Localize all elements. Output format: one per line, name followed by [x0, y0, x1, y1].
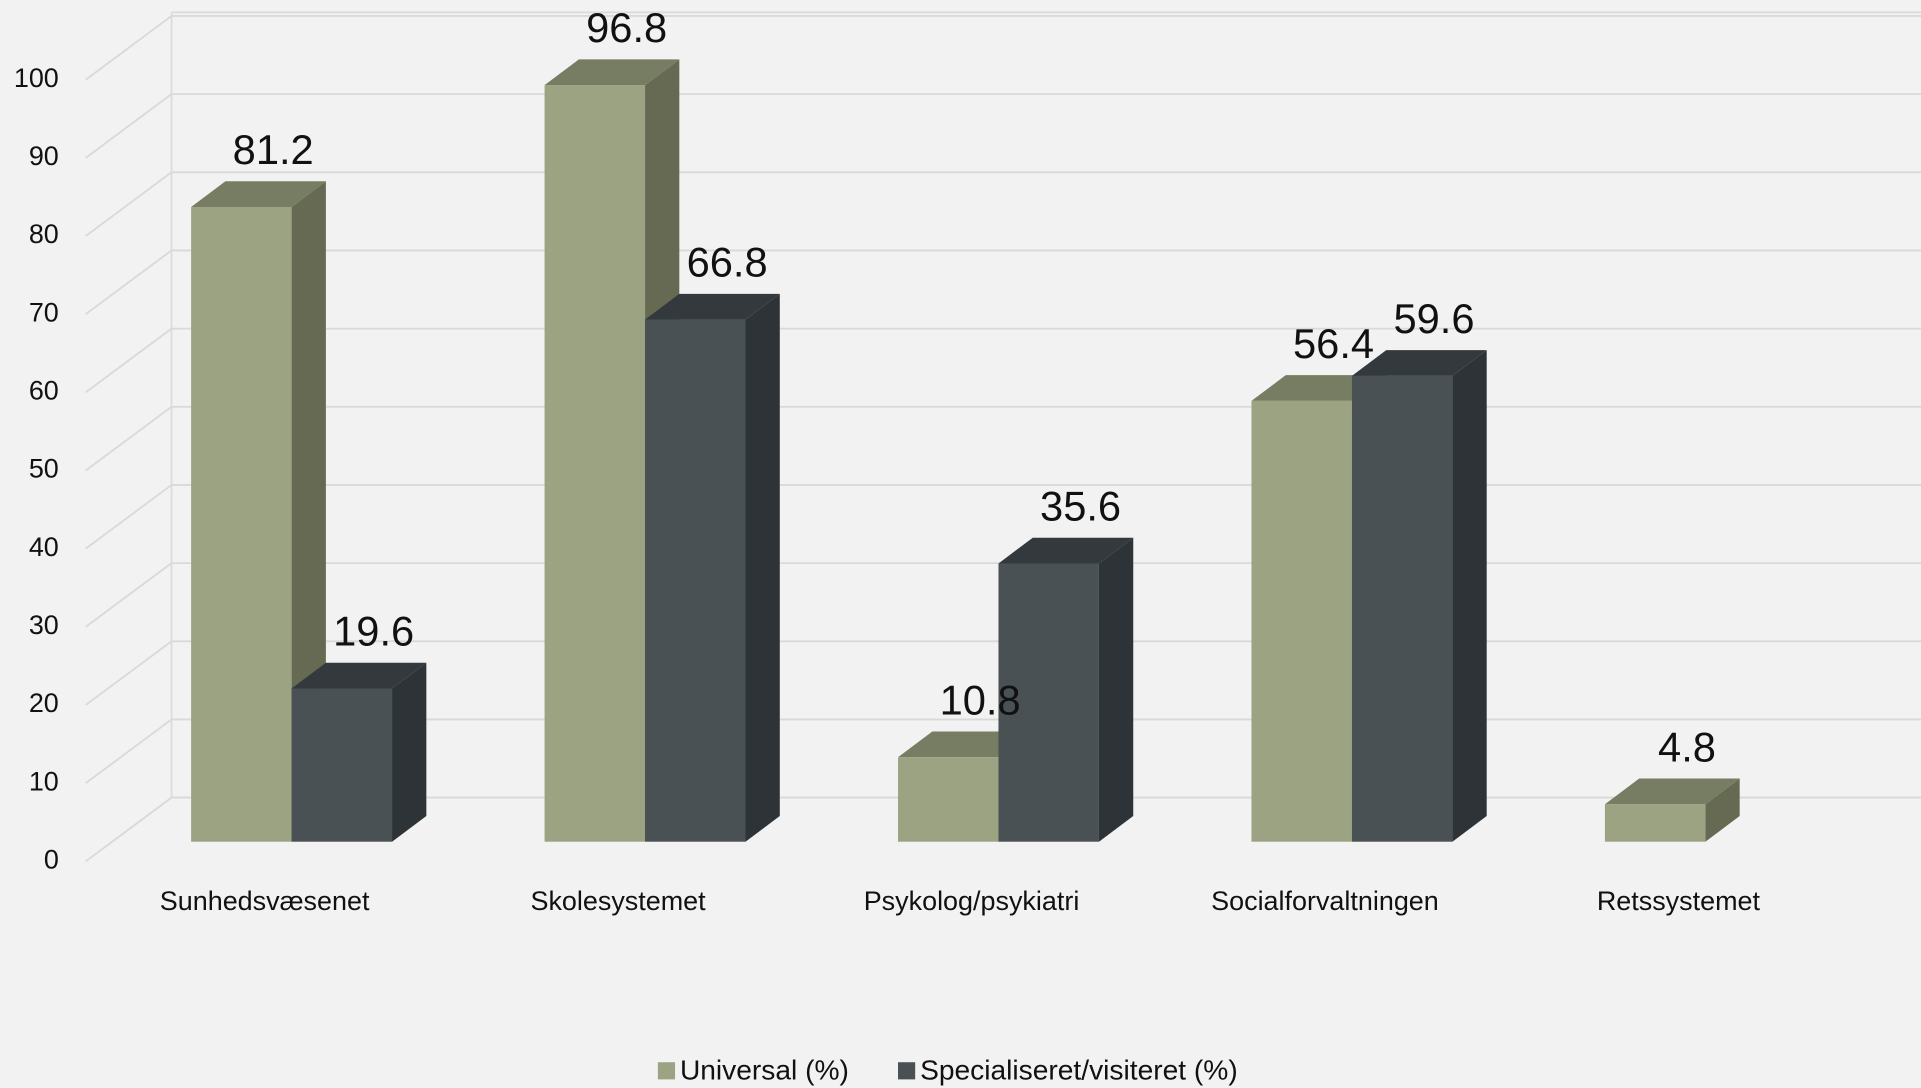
legend-swatch — [898, 1062, 916, 1080]
grid-line-side — [85, 327, 173, 394]
bar-front — [1351, 375, 1453, 842]
bar — [645, 293, 780, 842]
bar-top — [998, 537, 1134, 564]
grid-line-side — [85, 249, 173, 315]
bar-side — [392, 662, 427, 842]
y-tick-label: 70 — [29, 297, 59, 327]
legend-label: Universal (%) — [680, 1053, 849, 1085]
value-label: 19.6 — [333, 608, 414, 655]
y-tick-label: 10 — [29, 766, 59, 796]
bar-top — [544, 59, 680, 86]
y-tick-label: 0 — [44, 844, 59, 874]
grid-line-side — [85, 15, 173, 81]
grid-line-side — [85, 718, 173, 784]
value-label: 10.8 — [940, 676, 1021, 723]
grid-line-side — [85, 171, 173, 237]
y-tick-label: 80 — [29, 219, 59, 249]
value-label: 56.4 — [1293, 320, 1374, 367]
bar-front — [191, 207, 292, 842]
y-tick-label: 30 — [29, 610, 59, 640]
y-tick-label: 20 — [29, 688, 59, 718]
bar — [291, 662, 427, 842]
bar-front — [1604, 804, 1706, 842]
x-tick-label: Socialforvaltningen — [1211, 886, 1439, 916]
value-label: 59.6 — [1393, 295, 1474, 342]
y-tick-label: 50 — [29, 454, 59, 484]
legend-label: Specialiseret/visiteret (%) — [920, 1053, 1238, 1085]
grid-line-side — [85, 93, 173, 159]
legend-swatch — [657, 1062, 676, 1080]
value-label: 66.8 — [687, 239, 768, 286]
grid-line-side — [85, 640, 173, 706]
bar-side — [1705, 778, 1740, 842]
y-tick-label: 60 — [29, 375, 59, 405]
y-tick-label: 100 — [14, 63, 59, 93]
value-label: 96.8 — [586, 4, 667, 51]
bar-side — [1098, 537, 1134, 842]
x-tick-label: Sunhedsvæsenet — [160, 886, 370, 916]
bar-top — [645, 293, 780, 320]
grid-line-side — [85, 562, 173, 628]
bar-top — [191, 181, 326, 208]
bar-front — [544, 85, 646, 842]
y-tick-label: 90 — [29, 141, 59, 171]
x-tick-label: Skolesystemet — [530, 886, 706, 916]
bar — [1604, 778, 1740, 842]
x-tick-label: Psykolog/psykiatri — [864, 886, 1080, 916]
y-tick-label: 40 — [29, 532, 59, 562]
bar — [998, 537, 1134, 842]
grid-line-side — [85, 484, 173, 550]
bar-top — [1351, 350, 1487, 376]
bar-front — [645, 319, 746, 842]
value-label: 81.2 — [233, 126, 314, 173]
bar-front — [898, 757, 999, 842]
bar-front — [291, 688, 393, 842]
x-tick-label: Retssystemet — [1597, 886, 1761, 916]
value-label: 4.8 — [1658, 723, 1716, 770]
bar — [1351, 350, 1487, 842]
bar-top — [1604, 778, 1740, 805]
bar — [191, 181, 326, 842]
grid-line-side — [85, 796, 173, 863]
value-label: 35.6 — [1040, 483, 1121, 530]
bar-side — [1452, 350, 1487, 842]
grid-line-side — [85, 406, 173, 472]
bar-top — [291, 662, 427, 689]
bar-front — [1251, 400, 1352, 842]
bar-side — [745, 293, 780, 842]
bar-front — [998, 563, 1099, 842]
